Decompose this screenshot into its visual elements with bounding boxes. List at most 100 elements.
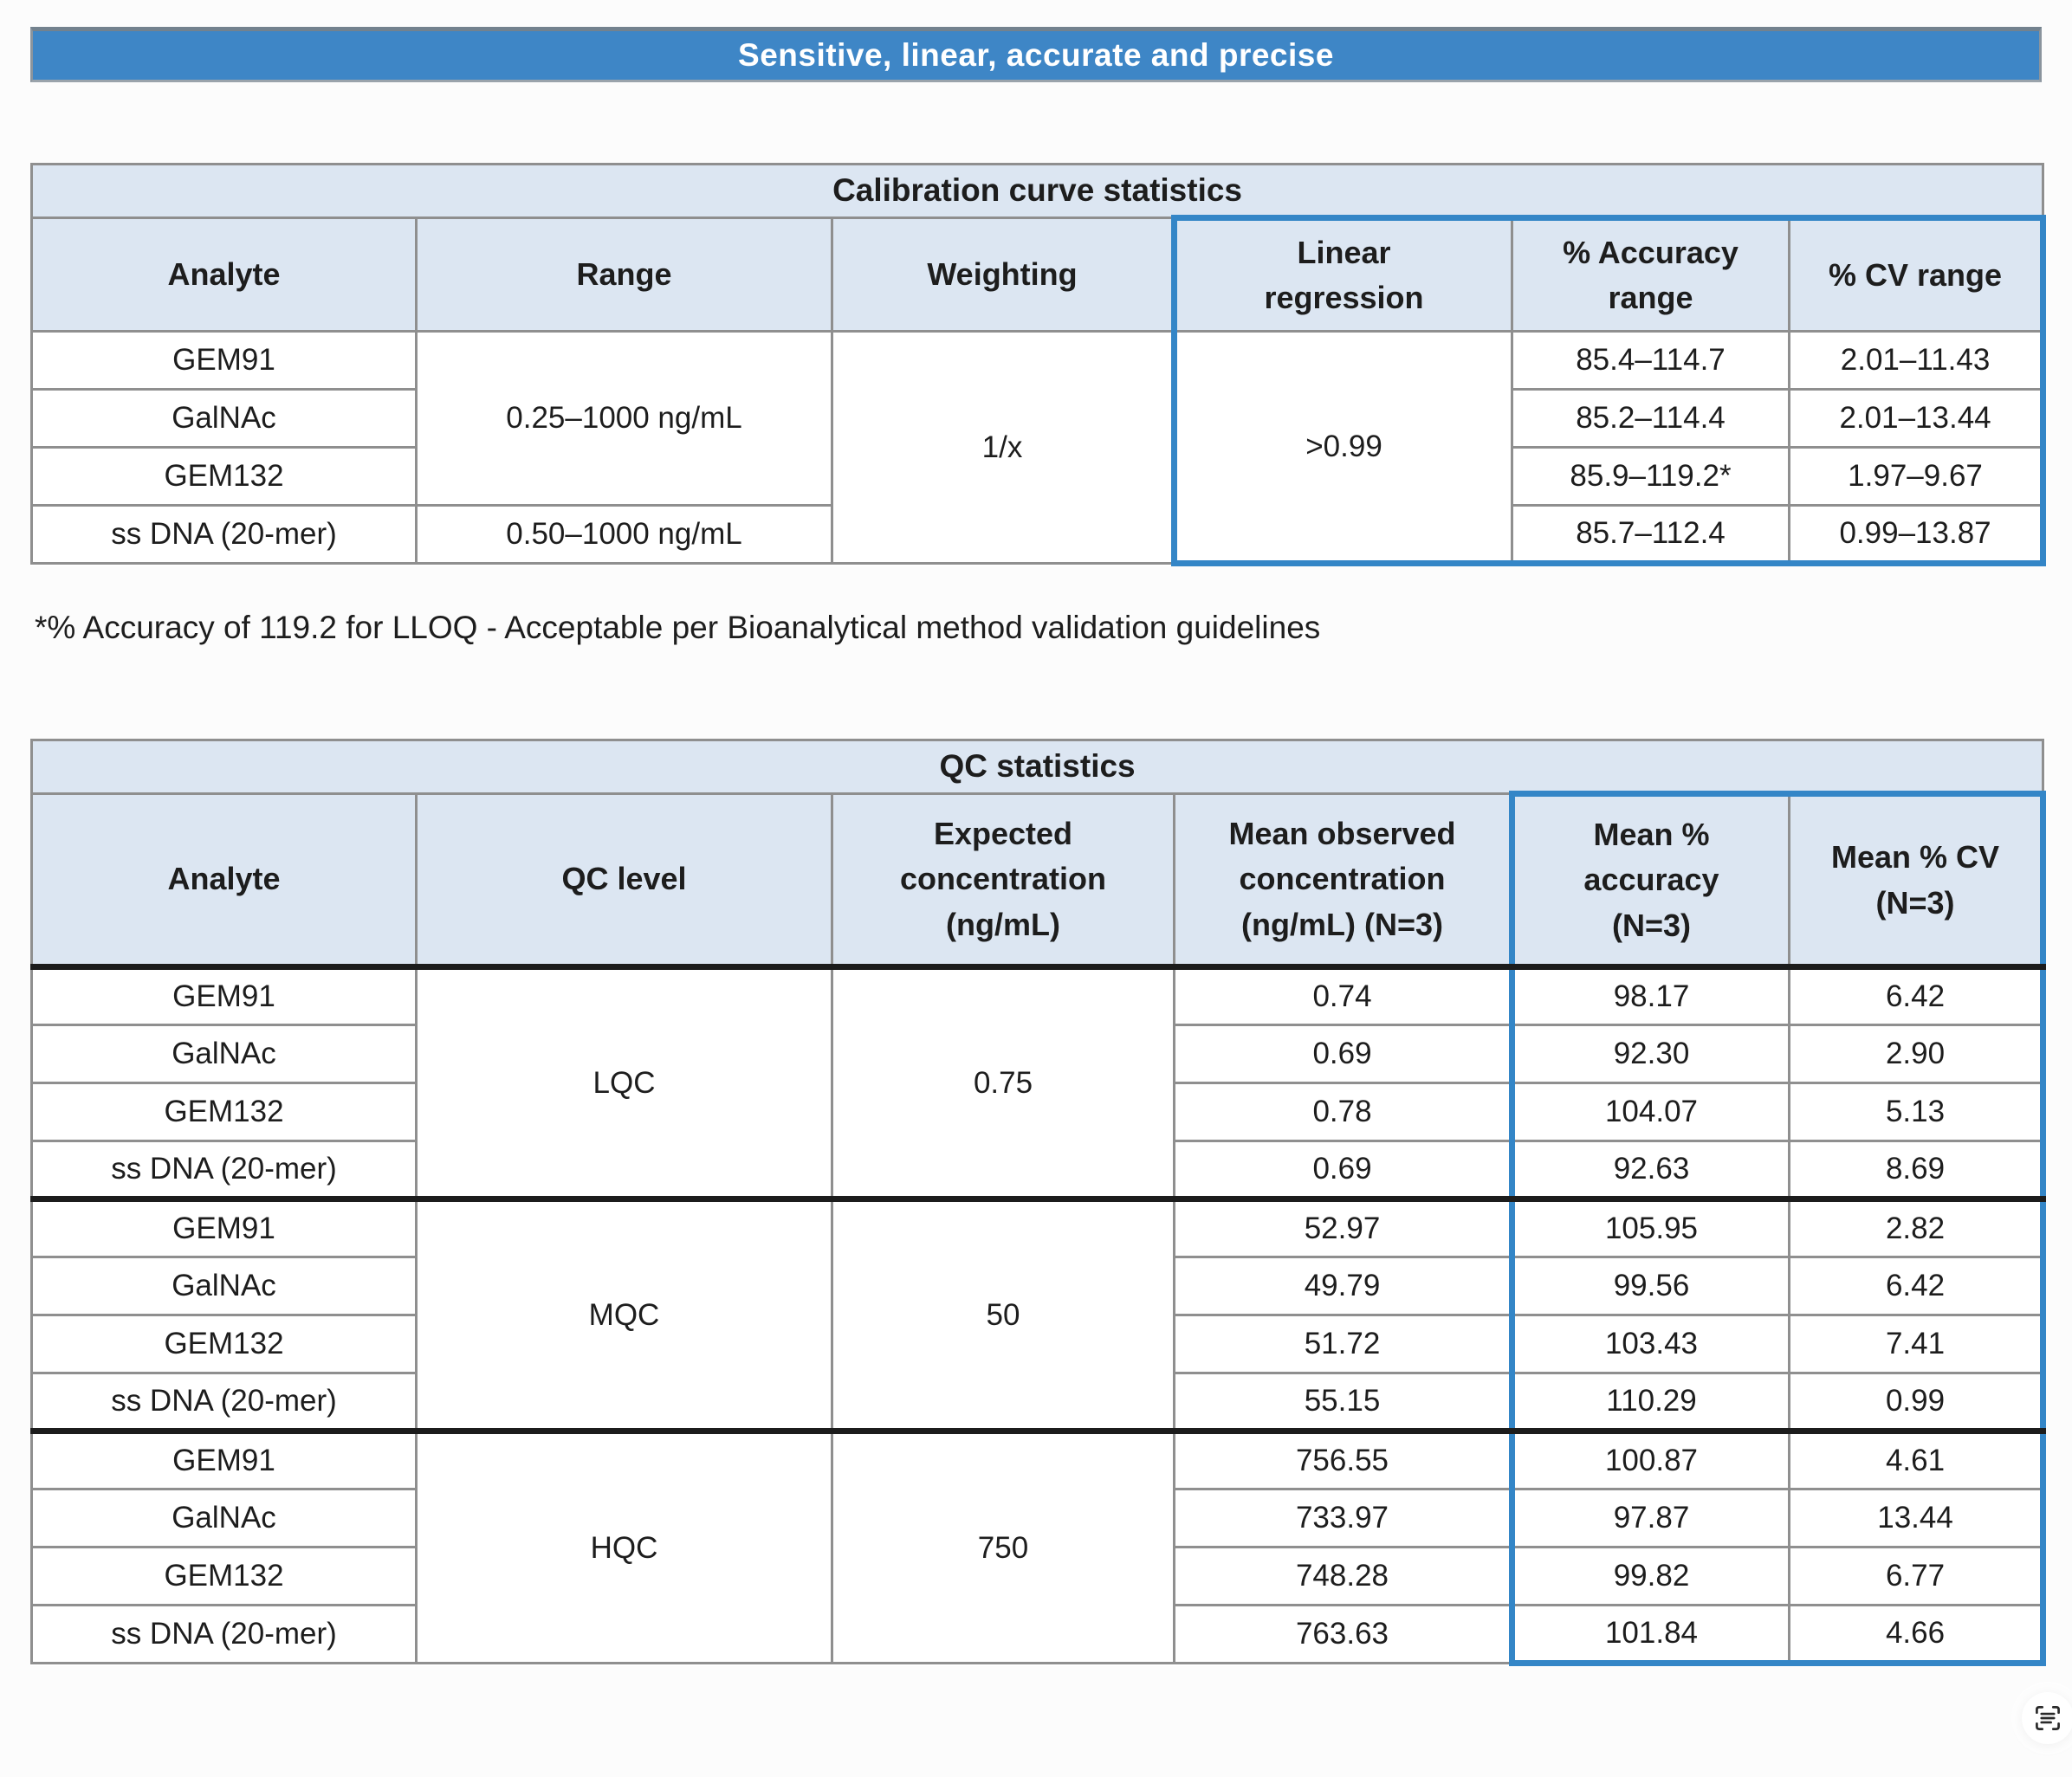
mean-cv-cell: 6.77: [1787, 1546, 2047, 1606]
observed-concentration-cell: 0.69: [1173, 1140, 1513, 1202]
expected-concentration-cell: 750: [831, 1430, 1175, 1664]
table-row: GEM132 85.9–119.2* 1.97–9.67: [30, 446, 2047, 507]
table-row: ss DNA (20-mer) 763.63 101.84 4.66: [30, 1604, 2047, 1666]
cv-range-cell: 2.01–13.44: [1787, 388, 2047, 449]
table-row: GEM132 51.72 103.43 7.41: [30, 1314, 2047, 1374]
table-row: Calibration curve statistics: [29, 163, 2045, 219]
table-row: GEM91 HQC 750 756.55 100.87 4.61: [30, 1430, 2047, 1664]
cv-range-cell: 2.01–11.43: [1787, 330, 2047, 391]
mean-accuracy-cell: 97.87: [1509, 1488, 1790, 1548]
col-header-weighting: Weighting: [831, 216, 1175, 333]
table-row: GEM91 LQC 0.75 0.74 98.17 6.42: [30, 966, 2047, 1202]
mean-cv-cell: 5.13: [1787, 1082, 2047, 1142]
observed-concentration-cell: 52.97: [1173, 1198, 1513, 1258]
col-header-range: Range: [415, 216, 833, 333]
col-header-accuracy-range: % Accuracy range: [1511, 215, 1790, 333]
calibration-table: Calibration curve statistics Analyte Ran…: [29, 163, 2047, 566]
text-capture-button[interactable]: [2022, 1692, 2072, 1744]
observed-concentration-cell: 49.79: [1173, 1256, 1513, 1316]
table-row: GEM132 748.28 99.82 6.77: [30, 1546, 2047, 1606]
analyte-cell: GalNAc: [30, 1256, 418, 1316]
col-header-mean-cv: Mean % CV (N=3): [1787, 791, 2047, 970]
table-row: ss DNA (20-mer) 55.15 110.29 0.99: [30, 1372, 2047, 1434]
col-header-analyte: Analyte: [30, 792, 418, 970]
mean-accuracy-cell: 100.87: [1509, 1430, 1790, 1490]
col-header-cv-range: % CV range: [1787, 215, 2047, 333]
analyte-cell: ss DNA (20-mer): [30, 1140, 418, 1202]
table-row: GEM91 MQC 50 52.97 105.95 2.82: [30, 1198, 2047, 1434]
observed-concentration-cell: 51.72: [1173, 1314, 1513, 1374]
mean-accuracy-cell: 110.29: [1509, 1372, 1790, 1434]
scan-text-icon: [2032, 1703, 2063, 1734]
observed-concentration-cell: 0.74: [1173, 966, 1513, 1026]
mean-accuracy-cell: 99.56: [1509, 1256, 1790, 1316]
mean-cv-cell: 2.82: [1787, 1198, 2047, 1258]
table-row: GEM91 0.25–1000 ng/mL 1/x >0.99 85.4–114…: [30, 330, 2047, 566]
accuracy-range-cell: 85.9–119.2*: [1511, 446, 1790, 507]
qc-level-cell: LQC: [415, 966, 833, 1202]
analyte-cell: GEM132: [30, 1082, 418, 1142]
range-cell: 0.25–1000 ng/mL: [415, 330, 833, 507]
table-header-row: Analyte QC level Expected concentration …: [30, 791, 2047, 970]
observed-concentration-cell: 748.28: [1173, 1546, 1513, 1606]
mean-cv-cell: 7.41: [1787, 1314, 2047, 1374]
analyte-cell: GEM132: [30, 1314, 418, 1374]
analyte-cell: GEM132: [30, 1546, 418, 1606]
cv-range-cell: 0.99–13.87: [1787, 504, 2047, 566]
qc-level-cell: HQC: [415, 1430, 833, 1664]
table-row: GalNAc 733.97 97.87 13.44: [30, 1488, 2047, 1548]
analyte-cell: GEM91: [30, 1430, 418, 1490]
accuracy-range-cell: 85.4–114.7: [1511, 330, 1790, 391]
col-header-linear-regression: Linear regression: [1171, 215, 1513, 333]
mean-accuracy-cell: 92.30: [1509, 1024, 1790, 1084]
observed-concentration-cell: 0.78: [1173, 1082, 1513, 1142]
weighting-cell: 1/x: [831, 330, 1175, 565]
mean-accuracy-cell: 99.82: [1509, 1546, 1790, 1606]
observed-concentration-cell: 763.63: [1173, 1604, 1513, 1664]
analyte-cell: ss DNA (20-mer): [30, 504, 418, 565]
table-header-row: Analyte Range Weighting Linear regressio…: [30, 215, 2047, 333]
analyte-cell: GalNAc: [30, 1488, 418, 1548]
mean-cv-cell: 4.66: [1787, 1604, 2047, 1666]
analyte-cell: GEM91: [30, 966, 418, 1026]
table-row: GEM132 0.78 104.07 5.13: [30, 1082, 2047, 1142]
qc-level-cell: MQC: [415, 1198, 833, 1434]
analyte-cell: GEM132: [30, 446, 418, 507]
footnote: *% Accuracy of 119.2 for LLOQ - Acceptab…: [35, 610, 1321, 645]
table-row: GalNAc 49.79 99.56 6.42: [30, 1256, 2047, 1316]
mean-cv-cell: 8.69: [1787, 1140, 2047, 1202]
calibration-table-title: Calibration curve statistics: [29, 163, 2045, 219]
title-banner: Sensitive, linear, accurate and precise: [30, 27, 2042, 82]
table-row: GalNAc 85.2–114.4 2.01–13.44: [30, 388, 2047, 449]
observed-concentration-cell: 756.55: [1173, 1430, 1513, 1490]
mean-cv-cell: 0.99: [1787, 1372, 2047, 1434]
mean-accuracy-cell: 92.63: [1509, 1140, 1790, 1202]
table-row: GalNAc 0.69 92.30 2.90: [30, 1024, 2047, 1084]
col-header-qc-level: QC level: [415, 792, 833, 970]
table-row: ss DNA (20-mer) 0.69 92.63 8.69: [30, 1140, 2047, 1202]
analyte-cell: GEM91: [30, 330, 418, 391]
linear-regression-cell: >0.99: [1171, 330, 1513, 566]
mean-accuracy-cell: 104.07: [1509, 1082, 1790, 1142]
mean-accuracy-cell: 103.43: [1509, 1314, 1790, 1374]
mean-cv-cell: 6.42: [1787, 1256, 2047, 1316]
col-header-analyte: Analyte: [30, 216, 418, 333]
table-row: QC statistics: [29, 739, 2045, 795]
col-header-mean-observed: Mean observed concentration (ng/mL) (N=3…: [1173, 792, 1513, 970]
expected-concentration-cell: 50: [831, 1198, 1175, 1434]
expected-concentration-cell: 0.75: [831, 966, 1175, 1202]
mean-cv-cell: 13.44: [1787, 1488, 2047, 1548]
analyte-cell: GalNAc: [30, 1024, 418, 1084]
accuracy-range-cell: 85.7–112.4: [1511, 504, 1790, 566]
analyte-cell: GalNAc: [30, 388, 418, 449]
mean-accuracy-cell: 105.95: [1509, 1198, 1790, 1258]
observed-concentration-cell: 733.97: [1173, 1488, 1513, 1548]
mean-accuracy-cell: 101.84: [1509, 1604, 1790, 1666]
analyte-cell: ss DNA (20-mer): [30, 1372, 418, 1434]
col-header-mean-accuracy: Mean % accuracy (N=3): [1509, 791, 1790, 970]
analyte-cell: ss DNA (20-mer): [30, 1604, 418, 1664]
qc-table: QC statistics Analyte QC level Expected …: [29, 739, 2047, 1666]
accuracy-range-cell: 85.2–114.4: [1511, 388, 1790, 449]
cv-range-cell: 1.97–9.67: [1787, 446, 2047, 507]
